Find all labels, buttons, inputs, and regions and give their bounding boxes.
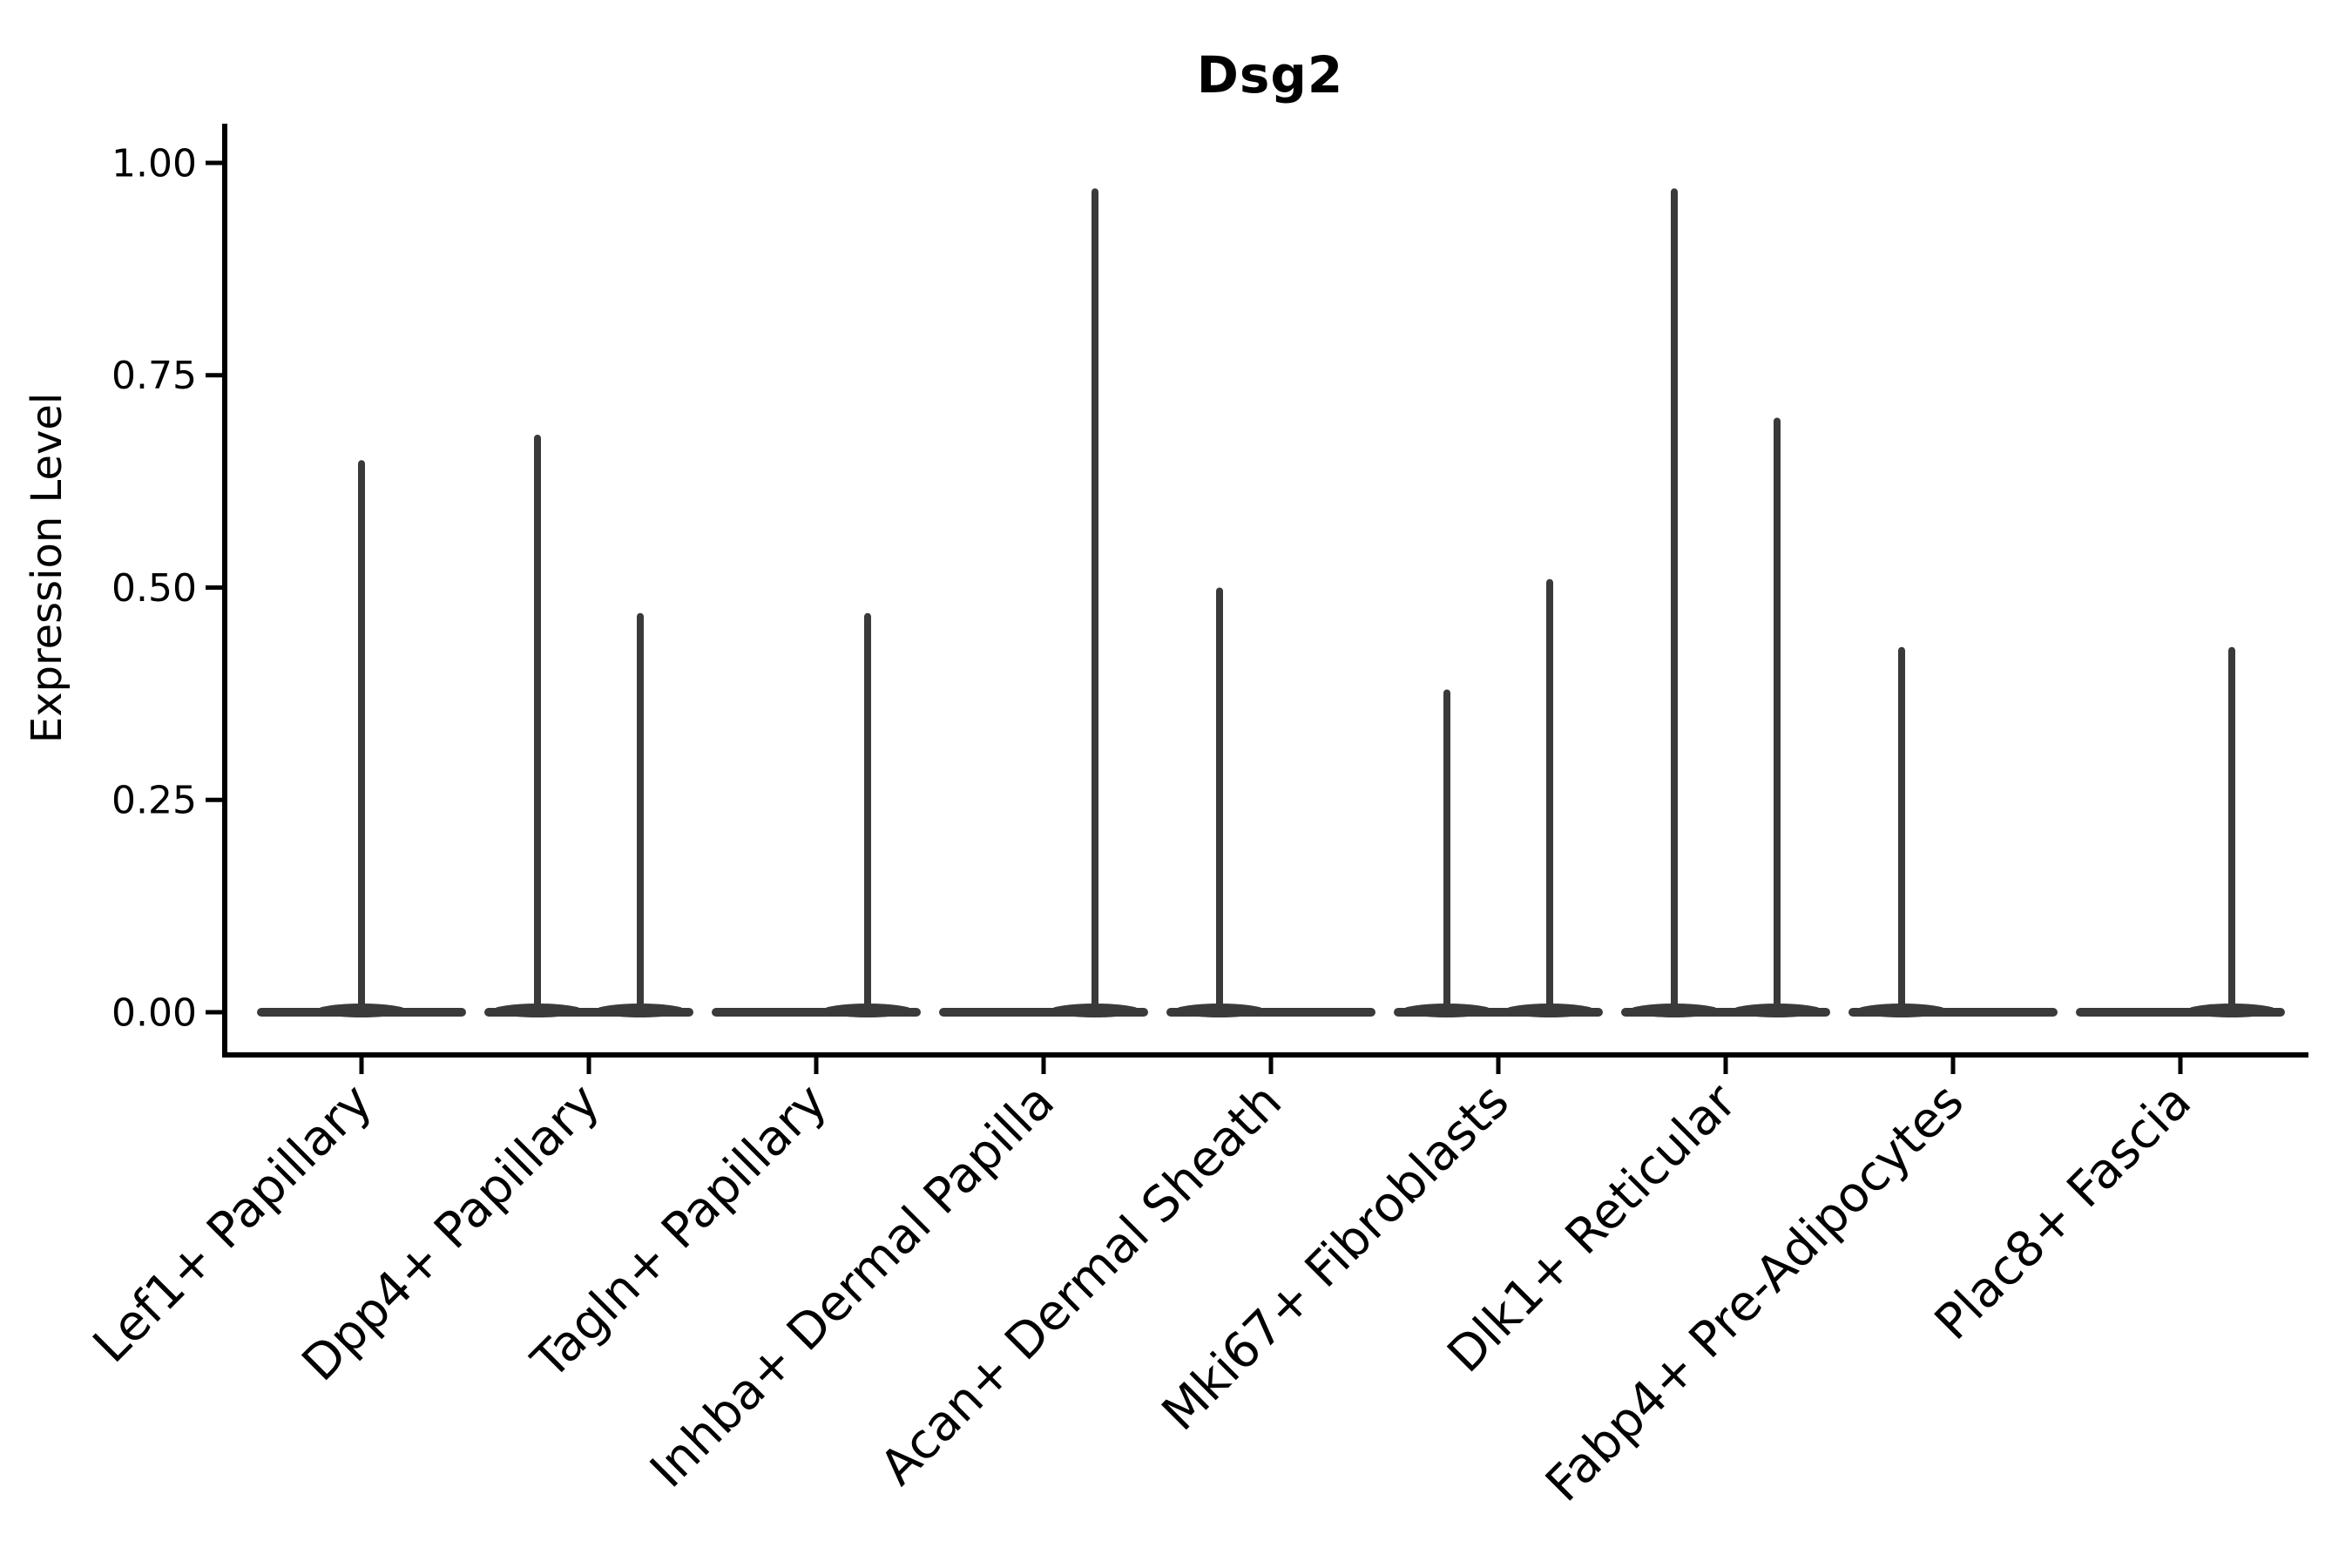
y-tick-label: 0.50 — [112, 566, 197, 611]
y-tick-label: 0.25 — [112, 779, 197, 823]
x-tick-label: Fabp4+ Pre-Adipocytes — [1535, 1073, 1975, 1513]
x-tick-label: Inhba+ Dermal Papilla — [639, 1073, 1065, 1499]
chart-title: Dsg2 — [1196, 45, 1344, 105]
y-tick-label: 0.75 — [112, 354, 197, 398]
x-tick-label: Acan+ Dermal Sheath — [869, 1073, 1293, 1497]
y-tick-label: 1.00 — [112, 141, 197, 186]
y-tick-label: 0.00 — [112, 990, 197, 1035]
